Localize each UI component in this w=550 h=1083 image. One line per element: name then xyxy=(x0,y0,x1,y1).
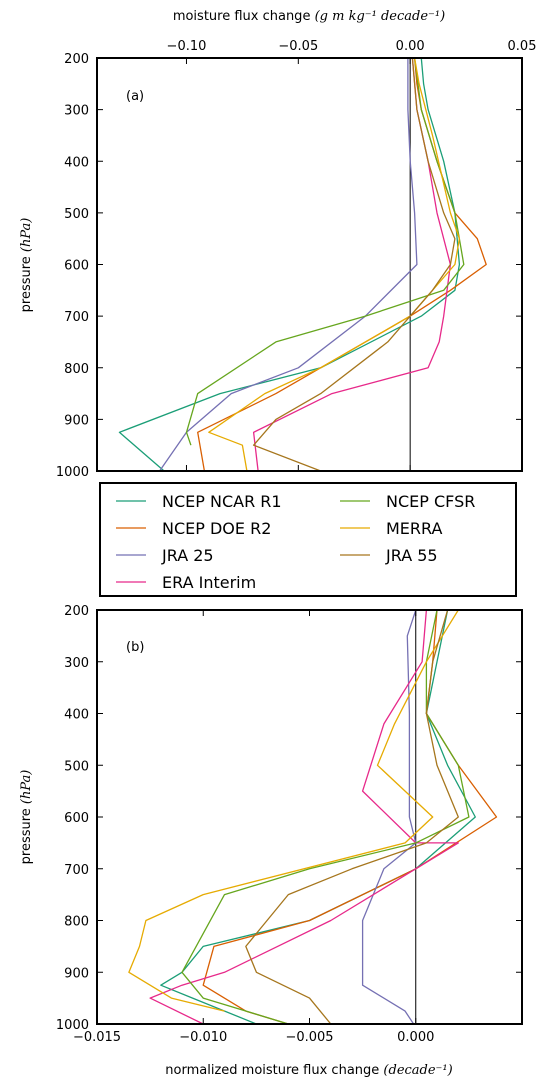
legend-label: ERA Interim xyxy=(162,573,256,592)
y-tick-label: 500 xyxy=(64,759,89,774)
panel-a-x-axis-title: moisture flux change (g m kg⁻¹ decade⁻¹) xyxy=(173,9,445,24)
series-line-ncep-cfsr xyxy=(182,610,469,1024)
panel-a-axes-frame xyxy=(97,58,522,471)
y-tick-label: 800 xyxy=(64,362,89,377)
panel-b: (b) normalized moisture flux change (dec… xyxy=(19,604,522,1078)
panel-b-label: (b) xyxy=(126,640,144,655)
y-tick-label: 600 xyxy=(64,811,89,826)
y-tick-label: 800 xyxy=(64,915,89,930)
x-tick-label: −0.010 xyxy=(179,1030,227,1045)
panel-b-y-axis-title: pressure (hPa) xyxy=(19,770,34,865)
x-tick-label: −0.10 xyxy=(167,39,207,54)
y-tick-label: 300 xyxy=(64,656,89,671)
y-tick-label: 200 xyxy=(64,604,89,619)
series-line-ncep-cfsr xyxy=(187,58,464,445)
legend-label: MERRA xyxy=(386,519,443,538)
panel-a: (a) moisture flux change (g m kg⁻¹ decad… xyxy=(19,9,536,480)
series-line-merra xyxy=(209,58,460,471)
panel-a-y-axis-title: pressure (hPa) xyxy=(19,218,34,313)
legend-label: NCEP DOE R2 xyxy=(162,519,271,538)
series-line-ncep-doe-r2 xyxy=(198,58,487,471)
x-tick-label: −0.015 xyxy=(73,1030,121,1045)
legend-label: NCEP CFSR xyxy=(386,492,475,511)
y-tick-label: 400 xyxy=(64,708,89,723)
y-tick-label: 900 xyxy=(64,413,89,428)
panel-b-x-axis-title: normalized moisture flux change (decade⁻… xyxy=(165,1063,452,1078)
y-tick-label: 500 xyxy=(64,207,89,222)
panel-a-plot-area xyxy=(119,58,486,471)
legend-label: JRA 55 xyxy=(385,546,438,565)
x-tick-label: 0.000 xyxy=(397,1030,434,1045)
y-tick-label: 700 xyxy=(64,863,89,878)
y-tick-label: 400 xyxy=(64,155,89,170)
series-line-era-interim xyxy=(150,610,458,1024)
x-tick-label: −0.005 xyxy=(285,1030,333,1045)
panel-b-plot-area xyxy=(129,610,497,1024)
series-line-ncep-ncar-r1 xyxy=(161,610,476,1024)
y-tick-label: 700 xyxy=(64,310,89,325)
series-line-jra-25 xyxy=(160,58,417,471)
x-tick-label: 0.00 xyxy=(396,39,425,54)
panel-a-label: (a) xyxy=(126,89,144,104)
legend-label: NCEP NCAR R1 xyxy=(162,492,282,511)
y-tick-label: 1000 xyxy=(56,465,89,480)
y-tick-label: 600 xyxy=(64,259,89,274)
series-line-era-interim xyxy=(254,58,451,471)
y-tick-label: 900 xyxy=(64,966,89,981)
x-tick-label: 0.05 xyxy=(508,39,537,54)
x-tick-label: −0.05 xyxy=(278,39,318,54)
legend-label: JRA 25 xyxy=(161,546,214,565)
legend: NCEP NCAR R1 NCEP CFSR NCEP DOE R2 MERRA JRA… xyxy=(100,483,516,596)
y-tick-label: 200 xyxy=(64,52,89,67)
y-tick-label: 300 xyxy=(64,104,89,119)
